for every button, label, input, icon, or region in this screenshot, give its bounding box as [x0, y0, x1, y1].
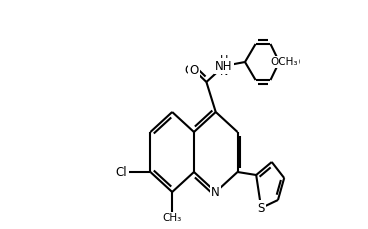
Text: CH₃: CH₃: [163, 213, 182, 223]
Text: Cl: Cl: [116, 166, 127, 178]
Text: N: N: [211, 185, 220, 199]
Text: OCH₃: OCH₃: [270, 57, 298, 67]
Text: S: S: [258, 202, 265, 215]
Text: O: O: [185, 63, 194, 76]
Text: O: O: [290, 55, 300, 68]
Text: NH: NH: [215, 60, 233, 73]
Text: H
N: H N: [220, 55, 228, 77]
Text: O: O: [189, 63, 199, 76]
